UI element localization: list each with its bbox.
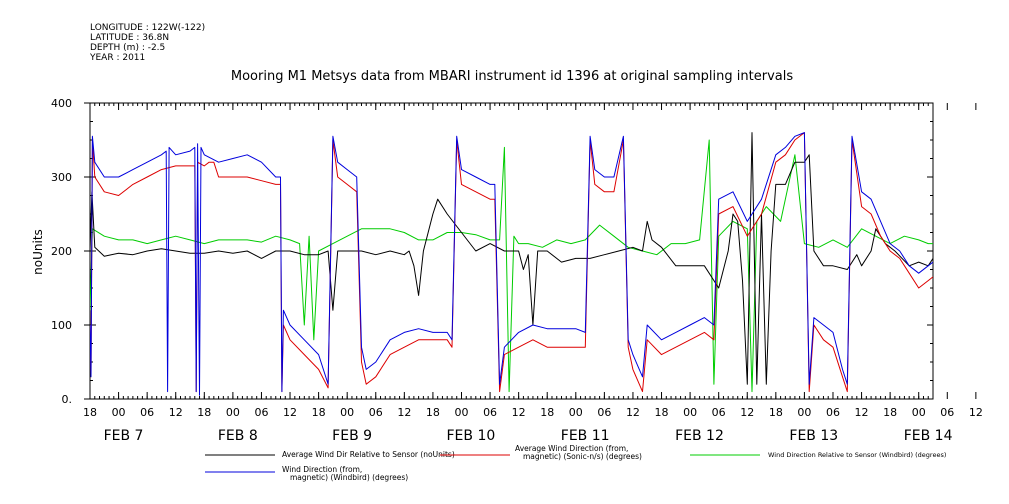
x-tick-label: 18: [312, 406, 326, 419]
x-tick-label: 06: [369, 406, 383, 419]
x-tick-label: 18: [197, 406, 211, 419]
plot-area: 0. 100 200 300 400 18 00 06 12 18 00 06 12 18 00 06 12 18…: [51, 97, 983, 444]
legend-label-1: Average Wind Dir Relative to Sensor (noU…: [282, 450, 455, 459]
x-tick-label: 00: [569, 406, 583, 419]
x-day-label: FEB 14: [904, 428, 953, 444]
x-tick-label: 06: [597, 406, 611, 419]
x-tick-label: 00: [340, 406, 354, 419]
x-tick-label: 06: [712, 406, 726, 419]
meta-latitude: LATITUDE : 36.8N: [90, 33, 169, 43]
x-tick-label: 12: [969, 406, 983, 419]
x-tick-label: 12: [397, 406, 411, 419]
series-line-1: [90, 132, 933, 385]
meta-longitude: LONGITUDE : 122W(-122): [90, 23, 205, 33]
x-tick-label: 00: [454, 406, 468, 419]
x-tick-label: 00: [797, 406, 811, 419]
legend-label-4: Wind Direction (from, magnetic) (Windbird…: [282, 465, 408, 482]
x-day-label: FEB 8: [218, 428, 258, 444]
legend-label-2: Average Wind Direction (from, magnetic) (…: [515, 444, 642, 461]
meta-year: YEAR : 2011: [89, 53, 145, 63]
y-tick-label: 400: [51, 97, 72, 110]
x-tick-label: 18: [426, 406, 440, 419]
x-day-label: FEB 7: [104, 428, 144, 444]
x-tick-label: 06: [826, 406, 840, 419]
series-line-3: [90, 139, 933, 393]
x-day-label: FEB 10: [446, 428, 495, 444]
x-tick-label: 12: [283, 406, 297, 419]
x-tick-label: 18: [883, 406, 897, 419]
x-tick-label: 12: [512, 406, 526, 419]
x-tick-label: 12: [626, 406, 640, 419]
y-tick-label: 100: [51, 319, 72, 332]
x-tick-label: 12: [169, 406, 183, 419]
x-day-label: FEB 13: [789, 428, 838, 444]
legend: Average Wind Dir Relative to Sensor (noU…: [205, 444, 946, 482]
x-tick-label: 12: [855, 406, 869, 419]
x-tick-label: 00: [683, 406, 697, 419]
legend-label-3: Wind Direction Relative to Sensor (Windb…: [768, 451, 946, 459]
chart-title: Mooring M1 Metsys data from MBARI instru…: [231, 69, 793, 84]
x-tick-label: 00: [112, 406, 126, 419]
x-tick-label: 06: [940, 406, 954, 419]
meta-depth: DEPTH (m) : -2.5: [90, 43, 165, 53]
x-day-label: FEB 9: [332, 428, 372, 444]
legend-label-line: magnetic) (Sonic-n/s) (degrees): [523, 452, 642, 461]
x-tick-label: 18: [83, 406, 97, 419]
x-tick-label: 06: [140, 406, 154, 419]
legend-label-line: magnetic) (Windbird) (degrees): [290, 473, 408, 482]
x-tick-label: 18: [769, 406, 783, 419]
y-axis-label: noUnits: [31, 229, 45, 275]
x-tick-label: 06: [254, 406, 268, 419]
legend-label-line: Wind Direction (from,: [282, 465, 362, 474]
metadata-block: LONGITUDE : 122W(-122) LATITUDE : 36.8N …: [89, 23, 205, 63]
x-tick-label: 00: [912, 406, 926, 419]
x-tick-label: 18: [540, 406, 554, 419]
x-tick-label: 06: [483, 406, 497, 419]
x-tick-label: 18: [655, 406, 669, 419]
series-line-4: [90, 132, 933, 396]
x-tick-label: 12: [740, 406, 754, 419]
legend-label-line: Average Wind Direction (from,: [515, 444, 628, 453]
x-day-label: FEB 12: [675, 428, 724, 444]
x-day-label: FEB 11: [561, 428, 610, 444]
y-tick-label: 200: [51, 245, 72, 258]
x-tick-label: 00: [226, 406, 240, 419]
y-tick-label: 0.: [62, 393, 73, 406]
y-tick-label: 300: [51, 171, 72, 184]
